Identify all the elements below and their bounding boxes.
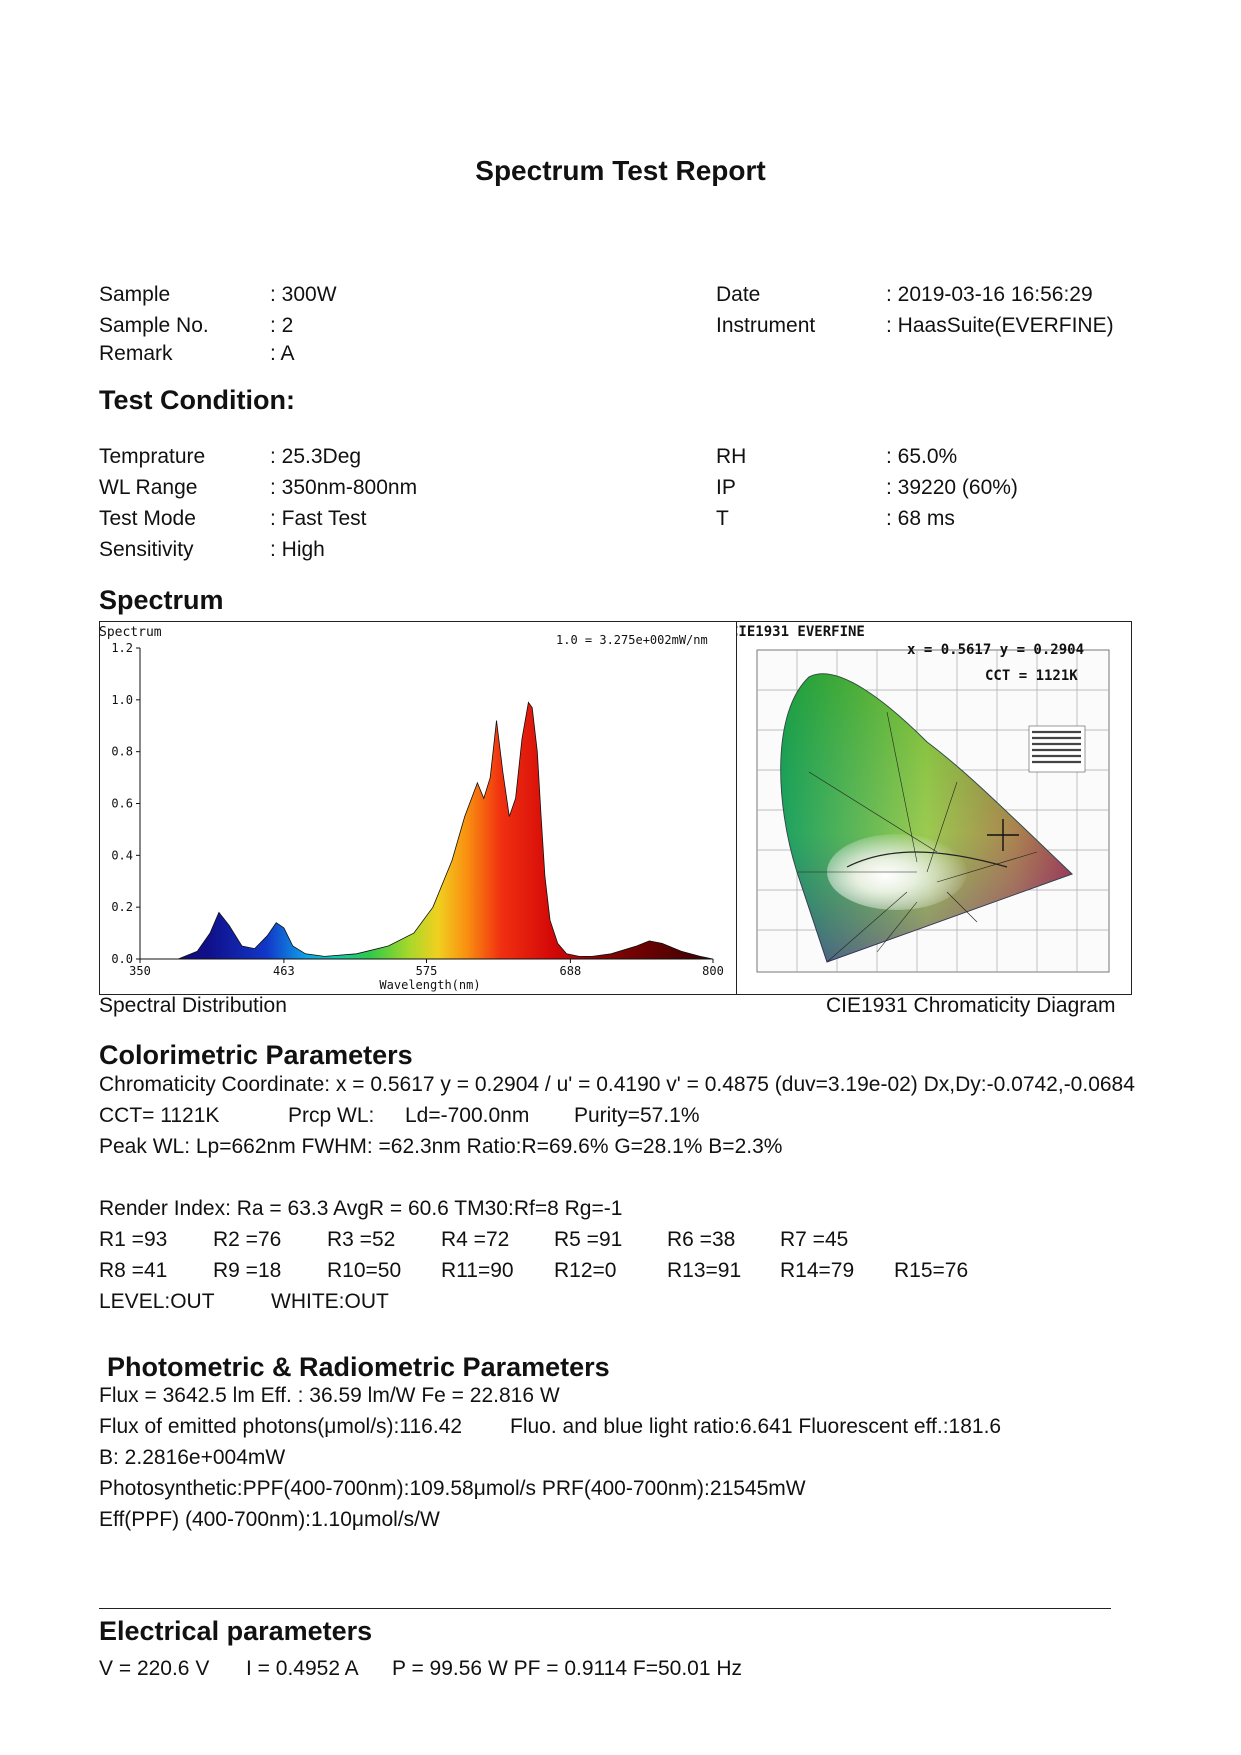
cie-diagram-caption: CIE1931 Chromaticity Diagram [826,994,1116,1017]
wl-range-value: : 350nm-800nm [270,476,418,499]
x-tick-label: 800 [702,964,724,978]
r-value: R3 =52 [327,1228,396,1251]
ppf-line: Photosynthetic:PPF(400-700nm):109.58μmol… [99,1477,806,1500]
r-value: R11=90 [441,1259,514,1282]
x-tick-label: 463 [273,964,295,978]
peak-wl-line: Peak WL: Lp=662nm FWHM: =62.3nm Ratio:R=… [99,1135,783,1158]
white-status: WHITE:OUT [271,1290,389,1313]
t-label: T [716,507,729,530]
instrument-label: Instrument [716,314,816,337]
r-value: R6 =38 [667,1228,736,1251]
planckian-locus [846,851,1008,868]
sample-no-label: Sample No. [99,314,209,337]
spectrum-heading: Spectrum [99,585,224,615]
remark-value: : A [270,342,295,365]
current-value: I = 0.4952 A [246,1657,359,1680]
temperature-value: : 25.3Deg [270,445,362,468]
r-value: R13=91 [667,1259,742,1282]
temperature-label: Temprature [99,445,206,468]
chart-title: Spectrum [100,625,162,640]
x-axis-label: Wavelength(nm) [379,978,480,992]
instrument-value: : HaasSuite(EVERFINE) [886,314,1114,337]
sample-value: : 300W [270,283,337,306]
x-tick-label: 688 [560,964,582,978]
sample-no-value: : 2 [270,314,294,337]
r-value: R10=50 [327,1259,402,1282]
test-mode-label: Test Mode [99,507,196,530]
electrical-heading: Electrical parameters [99,1616,373,1646]
spectral-distribution-caption: Spectral Distribution [99,994,287,1017]
r-value: R2 =76 [213,1228,282,1251]
wl-range-label: WL Range [99,476,198,499]
y-tick-label: 0.8 [111,745,133,759]
rh-value: : 65.0% [886,445,958,468]
level-status: LEVEL:OUT [99,1290,215,1313]
r-value: R7 =45 [780,1228,849,1251]
sensitivity-label: Sensitivity [99,538,194,561]
cie-cct: CCT = 1121K [985,668,1078,684]
cie-legend-box [1028,725,1086,773]
y-tick-label: 0.6 [111,797,133,811]
fluo-ratio-line: Fluo. and blue light ratio:6.641 Fluores… [510,1415,1002,1438]
cie-xy: x = 0.5617 y = 0.2904 [907,642,1084,658]
sensitivity-value: : High [270,538,325,561]
rh-label: RH [716,445,747,468]
x-tick-label: 350 [129,964,151,978]
x-tick-label: 575 [416,964,438,978]
spectrum-frame [99,621,1132,995]
purity-value: Purity=57.1% [574,1104,700,1127]
r-value: R12=0 [554,1259,617,1282]
page-title: Spectrum Test Report [475,155,766,186]
cct-value: CCT= 1121K [99,1104,220,1127]
date-label: Date [716,283,761,306]
photometric-heading: Photometric & Radiometric Parameters [107,1352,610,1382]
flux-line: Flux = 3642.5 lm Eff. : 36.59 lm/W Fe = … [99,1384,560,1407]
eff-ppf-line: Eff(PPF) (400-700nm):1.10μmol/s/W [99,1508,440,1531]
photon-flux-line: Flux of emitted photons(μmol/s):116.42 [99,1415,463,1438]
voltage-value: V = 220.6 V [99,1657,210,1680]
colorimetric-heading: Colorimetric Parameters [99,1040,413,1070]
render-index-line: Render Index: Ra = 63.3 AvgR = 60.6 TM30… [99,1197,623,1220]
r-value: R4 =72 [441,1228,510,1251]
chart-divider [736,621,737,995]
test-condition-heading: Test Condition: [99,385,295,415]
y-tick-label: 1.2 [111,641,133,655]
r-value: R14=79 [780,1259,855,1282]
r-value: R15=76 [894,1259,969,1282]
y-tick-label: 1.0 [111,693,133,707]
y-tick-label: 0.0 [111,952,133,966]
r-value: R5 =91 [554,1228,623,1251]
spectrum-chart: Spectrum 1.0 = 3.275e+002mW/nm 0.0 0.2 0.4… [100,625,724,992]
section-divider [99,1608,1111,1609]
t-value: : 68 ms [886,507,955,530]
ip-label: IP [716,476,736,499]
power-value: P = 99.56 W PF = 0.9114 F=50.01 Hz [392,1657,743,1680]
r-value: R1 =93 [99,1228,168,1251]
r-value: R8 =41 [99,1259,168,1282]
cie-title: CIE1931 EVERFINE [737,624,865,640]
cie-diagram: CIE1931 EVERFINE x = 0.5617 y = 0.2904 C… [737,624,1110,973]
ip-value: : 39220 (60%) [886,476,1018,499]
ld-value: Ld=-700.0nm [405,1104,530,1127]
chart-annotation: 1.0 = 3.275e+002mW/nm [556,633,708,647]
chromaticity-line: Chromaticity Coordinate: x = 0.5617 y = … [99,1073,1135,1096]
y-tick-label: 0.2 [111,900,133,914]
remark-label: Remark [99,342,173,365]
y-tick-label: 0.4 [111,848,133,862]
prcp-label: Prcp WL: [288,1104,375,1127]
test-mode-value: : Fast Test [270,507,367,530]
blue-power-line: B: 2.2816e+004mW [99,1446,286,1469]
date-value: : 2019-03-16 16:56:29 [886,283,1093,306]
r-value: R9 =18 [213,1259,282,1282]
sample-label: Sample [99,283,171,306]
spectrum-area [140,701,714,960]
